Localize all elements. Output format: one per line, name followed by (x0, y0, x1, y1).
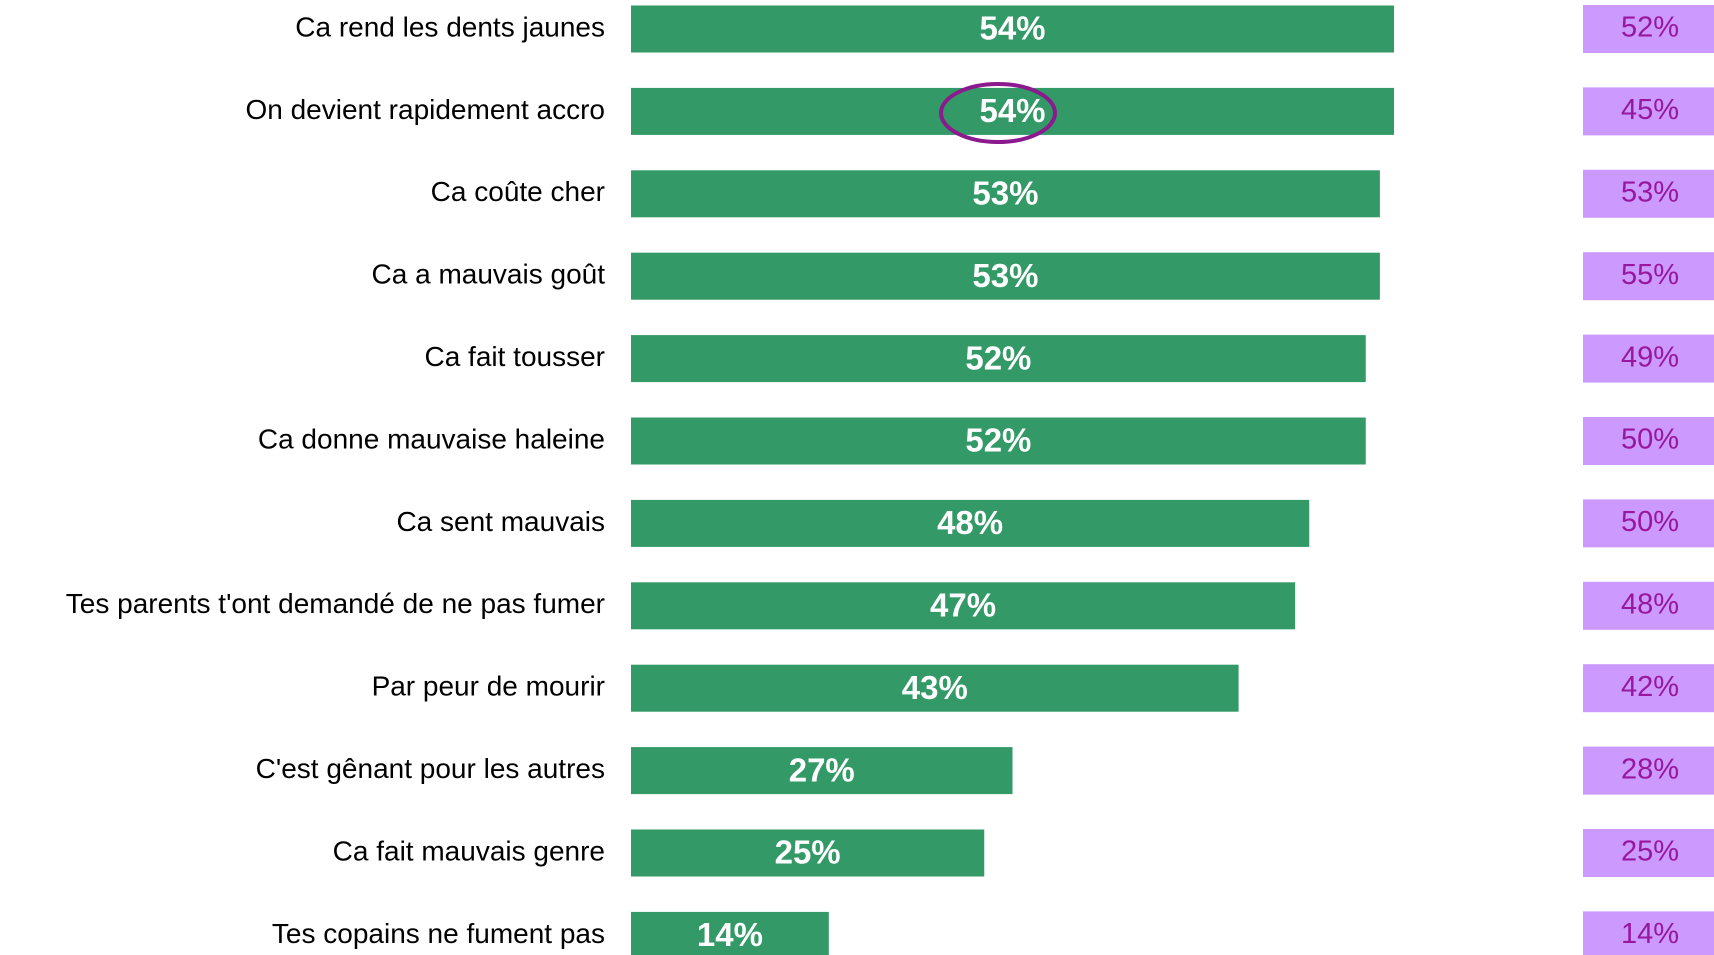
bar-value-label: 27% (789, 751, 855, 788)
bar (631, 87, 1395, 135)
comparison-label: 14% (1621, 918, 1679, 950)
bar (631, 829, 985, 877)
bar-value-label: 53% (972, 257, 1038, 294)
bar-value-label: 25% (775, 834, 841, 871)
comparison-label: 52% (1621, 12, 1679, 44)
bar (631, 170, 1380, 218)
comparison-box (1583, 746, 1714, 795)
bar-value-label: 48% (937, 504, 1003, 541)
comparison-label: 45% (1621, 94, 1679, 126)
bar (631, 5, 1395, 53)
comparison-label: 50% (1621, 506, 1679, 538)
bar (631, 747, 1013, 795)
bar-value-label: 47% (930, 587, 996, 624)
category-label: Par peur de mourir (372, 671, 605, 702)
comparison-label: 48% (1621, 588, 1679, 620)
comparison-box (1583, 829, 1714, 877)
comparison-box (1583, 581, 1714, 630)
comparison-box (1583, 252, 1714, 301)
comparison-box (1583, 5, 1714, 53)
comparison-box (1583, 334, 1714, 383)
comparison-label: 49% (1621, 341, 1679, 373)
comparison-label: 28% (1621, 753, 1679, 785)
comparison-box (1583, 87, 1714, 136)
bar (631, 582, 1296, 630)
comparison-label: 53% (1621, 176, 1679, 208)
category-label: On devient rapidement accro (245, 94, 605, 125)
comparison-box (1583, 664, 1714, 713)
bar (631, 499, 1310, 547)
category-label: Ca coûte cher (431, 176, 605, 207)
comparison-label: 55% (1621, 259, 1679, 291)
category-label: Ca sent mauvais (396, 506, 605, 537)
bar (631, 911, 829, 955)
category-label: Ca donne mauvaise haleine (258, 423, 605, 454)
bar-value-label: 54% (979, 92, 1045, 129)
comparison-box (1583, 417, 1714, 465)
bar-value-label: 14% (697, 916, 763, 953)
bar (631, 664, 1239, 712)
comparison-label: 50% (1621, 424, 1679, 456)
highlight-ellipse (939, 82, 1057, 144)
category-label: C'est gênant pour les autres (256, 753, 605, 784)
comparison-box (1583, 169, 1714, 218)
comparison-box (1583, 499, 1714, 548)
comparison-box (1583, 911, 1714, 955)
category-label: Ca fait tousser (424, 341, 605, 372)
category-label: Ca fait mauvais genre (333, 835, 605, 866)
category-label: Ca rend les dents jaunes (295, 11, 605, 42)
bar-value-label: 52% (965, 422, 1031, 459)
bar (631, 252, 1380, 300)
bar (631, 335, 1366, 383)
bar-value-label: 43% (902, 669, 968, 706)
category-label: Tes copains ne fument pas (272, 918, 605, 949)
category-label: Tes parents t'ont demandé de ne pas fume… (66, 588, 605, 619)
comparison-label: 25% (1621, 836, 1679, 868)
bar (631, 417, 1366, 465)
category-label: Ca a mauvais goût (372, 259, 606, 290)
bar-value-label: 53% (972, 175, 1038, 212)
bar-value-label: 54% (979, 10, 1045, 47)
bar-value-label: 52% (965, 339, 1031, 376)
comparison-label: 42% (1621, 671, 1679, 703)
